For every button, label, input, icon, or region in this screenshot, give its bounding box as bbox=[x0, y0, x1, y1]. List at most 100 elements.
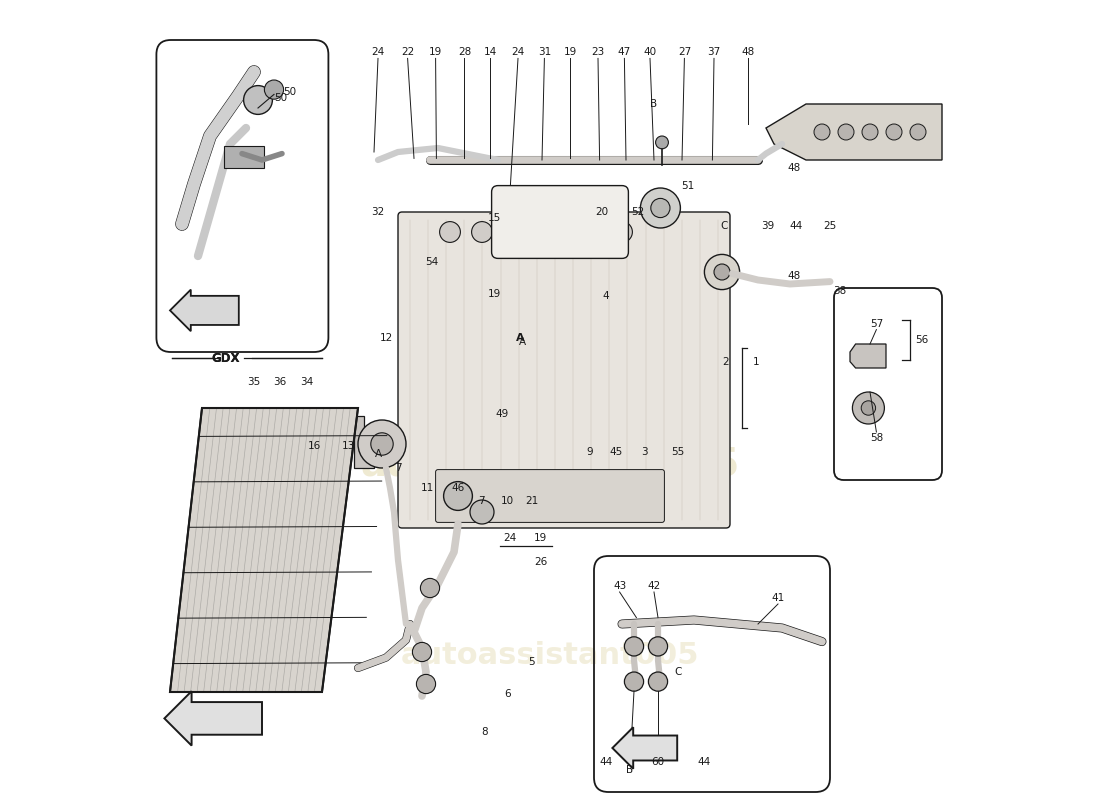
Circle shape bbox=[612, 222, 632, 242]
Text: 7: 7 bbox=[395, 463, 402, 473]
Polygon shape bbox=[170, 408, 358, 692]
Text: 37: 37 bbox=[707, 47, 721, 57]
Circle shape bbox=[371, 433, 393, 455]
Polygon shape bbox=[170, 290, 239, 331]
Text: 3: 3 bbox=[641, 447, 648, 457]
Text: 15: 15 bbox=[487, 214, 500, 223]
Circle shape bbox=[412, 642, 431, 662]
Circle shape bbox=[651, 198, 670, 218]
Text: 22: 22 bbox=[402, 47, 415, 57]
Text: 6: 6 bbox=[504, 689, 510, 698]
Text: 24: 24 bbox=[372, 47, 385, 57]
Text: 38: 38 bbox=[833, 286, 846, 296]
Circle shape bbox=[910, 124, 926, 140]
Text: B: B bbox=[650, 99, 658, 109]
Text: 13: 13 bbox=[342, 442, 355, 451]
Circle shape bbox=[540, 222, 560, 242]
Circle shape bbox=[488, 498, 507, 518]
Text: 19: 19 bbox=[534, 534, 547, 543]
Text: 20: 20 bbox=[595, 207, 608, 217]
Circle shape bbox=[640, 188, 681, 228]
Text: C: C bbox=[674, 667, 682, 677]
Text: A: A bbox=[374, 449, 382, 458]
Circle shape bbox=[542, 186, 558, 202]
Text: GDX: GDX bbox=[211, 352, 240, 365]
Polygon shape bbox=[354, 416, 374, 468]
Text: autoassistant005: autoassistant005 bbox=[361, 445, 739, 483]
Text: 8: 8 bbox=[481, 727, 487, 737]
FancyBboxPatch shape bbox=[436, 470, 664, 522]
Text: 32: 32 bbox=[372, 207, 385, 217]
Circle shape bbox=[574, 186, 590, 202]
Text: autoassistant005: autoassistant005 bbox=[400, 642, 700, 670]
Text: 25: 25 bbox=[824, 221, 837, 230]
Text: 60: 60 bbox=[651, 757, 664, 766]
Text: 12: 12 bbox=[379, 334, 393, 343]
Circle shape bbox=[838, 124, 854, 140]
Text: 36: 36 bbox=[273, 377, 286, 386]
Circle shape bbox=[714, 264, 730, 280]
Circle shape bbox=[862, 124, 878, 140]
Text: 49: 49 bbox=[495, 409, 508, 418]
FancyBboxPatch shape bbox=[398, 212, 730, 528]
Text: 47: 47 bbox=[618, 47, 631, 57]
Text: 45: 45 bbox=[609, 447, 623, 457]
Text: 24: 24 bbox=[504, 534, 517, 543]
Text: 48: 48 bbox=[741, 47, 755, 57]
Polygon shape bbox=[766, 104, 942, 160]
Text: 48: 48 bbox=[788, 271, 801, 281]
Circle shape bbox=[648, 637, 668, 656]
Text: 21: 21 bbox=[525, 496, 538, 506]
Circle shape bbox=[557, 498, 575, 518]
Text: 50: 50 bbox=[274, 93, 287, 102]
Circle shape bbox=[628, 498, 648, 518]
Text: 10: 10 bbox=[500, 496, 514, 506]
Circle shape bbox=[704, 254, 739, 290]
Text: 24: 24 bbox=[512, 47, 525, 57]
Text: 54: 54 bbox=[425, 258, 438, 267]
Text: 28: 28 bbox=[458, 47, 471, 57]
Text: 7: 7 bbox=[477, 496, 484, 506]
Polygon shape bbox=[613, 727, 678, 769]
Text: GDX: GDX bbox=[211, 352, 240, 365]
Text: 58: 58 bbox=[870, 434, 883, 443]
Bar bbox=[223, 146, 264, 168]
Text: 19: 19 bbox=[563, 47, 576, 57]
Text: 2: 2 bbox=[723, 357, 729, 366]
Text: A: A bbox=[518, 338, 526, 347]
Circle shape bbox=[625, 672, 644, 691]
Circle shape bbox=[420, 578, 440, 598]
Text: 46: 46 bbox=[451, 483, 464, 493]
Circle shape bbox=[575, 222, 596, 242]
Text: 1: 1 bbox=[754, 357, 760, 366]
Text: C: C bbox=[720, 221, 728, 230]
Text: 56: 56 bbox=[915, 335, 928, 345]
Circle shape bbox=[588, 498, 607, 518]
Circle shape bbox=[470, 500, 494, 524]
Text: 5: 5 bbox=[528, 657, 535, 666]
Text: 19: 19 bbox=[429, 47, 442, 57]
Text: 44: 44 bbox=[697, 757, 711, 766]
Text: 41: 41 bbox=[771, 593, 784, 602]
Circle shape bbox=[510, 186, 526, 202]
Polygon shape bbox=[164, 691, 262, 746]
Text: 14: 14 bbox=[483, 47, 496, 57]
Text: 31: 31 bbox=[538, 47, 551, 57]
Circle shape bbox=[648, 672, 668, 691]
Circle shape bbox=[886, 124, 902, 140]
Text: 39: 39 bbox=[761, 221, 774, 230]
Circle shape bbox=[472, 222, 493, 242]
Circle shape bbox=[504, 222, 525, 242]
Circle shape bbox=[358, 420, 406, 468]
Text: 34: 34 bbox=[300, 377, 313, 386]
Text: A: A bbox=[516, 333, 525, 342]
Text: 50: 50 bbox=[284, 87, 297, 97]
Circle shape bbox=[520, 498, 540, 518]
Text: 57: 57 bbox=[870, 319, 883, 329]
Text: 16: 16 bbox=[307, 442, 320, 451]
Text: 44: 44 bbox=[790, 221, 803, 230]
Text: 43: 43 bbox=[613, 581, 626, 590]
Circle shape bbox=[440, 222, 461, 242]
FancyBboxPatch shape bbox=[492, 186, 628, 258]
Text: 9: 9 bbox=[586, 447, 593, 457]
